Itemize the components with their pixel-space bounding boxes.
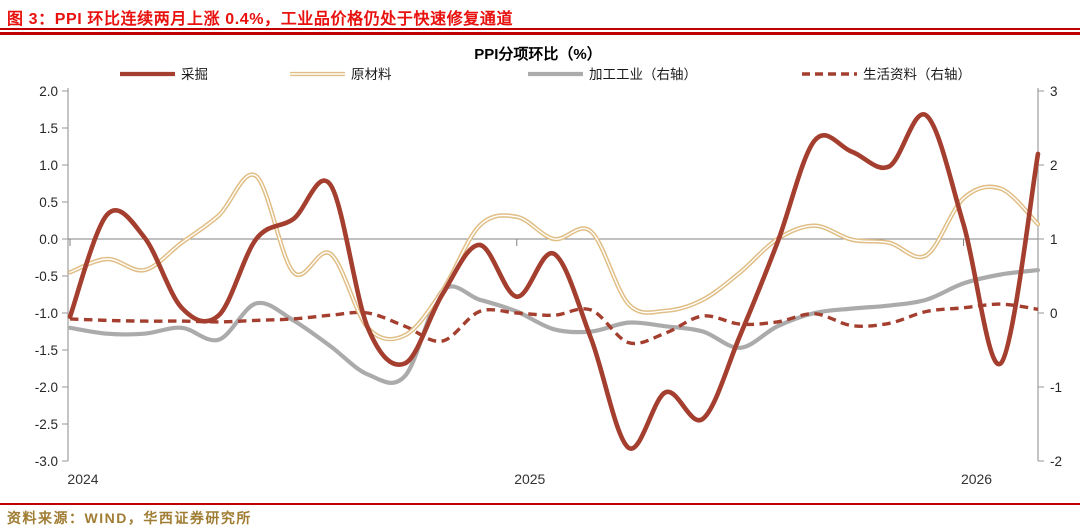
right-axis-tick-label: 0 [1050,306,1058,321]
right-axis-tick-label: -2 [1050,454,1062,469]
chart-series [67,112,1041,451]
x-axis-year-label: 2025 [514,471,545,487]
right-axis-tick-label: 1 [1050,232,1058,247]
left-axis-tick-label: -2.0 [35,380,58,395]
left-axis-tick-label: -2.5 [35,417,58,432]
left-axis-tick-label: -1.5 [35,343,58,358]
legend-label: 加工工业（右轴） [589,67,697,82]
series-line-1-inner [69,173,1039,340]
chart-title: PPI分项环比（%） [474,45,602,63]
left-axis-tick-label: 0.5 [39,195,58,210]
x-axis-year-label: 2024 [67,471,98,487]
series-line-2 [67,268,1041,385]
legend-item-2: 加工工业（右轴） [528,67,697,82]
left-axis-tick-label: -0.5 [35,269,58,284]
left-axis-tick-label: 0.0 [39,232,58,247]
left-axis-tick-label: -3.0 [35,454,58,469]
right-axis-tick-label: -1 [1050,380,1062,395]
left-axis-tick-label: 2.0 [39,84,58,99]
figure-title: 图 3：PPI 环比连续两月上涨 0.4%，工业品价格仍处于快速修复通道 [7,11,514,28]
legend-item-1: 原材料 [290,67,392,82]
chart-legend: 采掘 原材料 加工工业（右轴） 生活资料（右轴） [120,67,971,82]
legend-label: 生活资料（右轴） [863,67,971,82]
legend-item-3: 生活资料（右轴） [802,67,971,82]
series-line-3 [69,302,1039,346]
legend-label: 采掘 [181,67,208,82]
footer-rule [0,503,1080,505]
header-rule-thin [0,28,1080,30]
legend-item-0: 采掘 [120,67,208,82]
left-axis-tick-label: 1.5 [39,121,58,136]
right-axis-tick-label: 2 [1050,158,1058,173]
x-axis-year-label: 2026 [961,471,992,487]
series-line-0 [67,112,1041,451]
header-rule-thick [0,32,1080,35]
right-axis-tick-label: 3 [1050,84,1058,99]
left-axis-tick-label: 1.0 [39,158,58,173]
source-note: 资料来源：WIND，华西证券研究所 [7,510,252,526]
axis-ticks: 2.0 1.5 1.0 0.5 0.0 -0.5 -1.0 -1.5 -2.0 -2.5 -3.0 3… [35,84,1062,487]
series-line-1 [67,172,1041,342]
left-axis-tick-label: -1.0 [35,306,58,321]
legend-label: 原材料 [351,67,392,82]
